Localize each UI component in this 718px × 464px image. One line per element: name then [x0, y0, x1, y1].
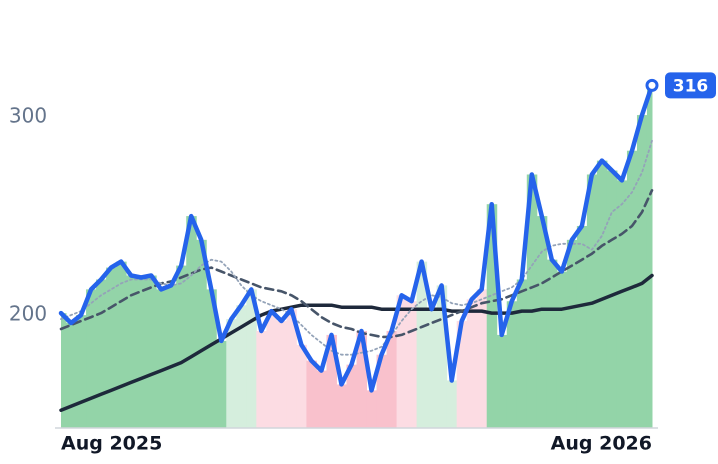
- area-segment: [606, 170, 618, 428]
- area-segment: [86, 289, 97, 428]
- area-segment: [216, 340, 227, 428]
- y-tick-label: 200: [9, 302, 47, 326]
- area-segment: [96, 279, 107, 428]
- area-segment: [266, 311, 277, 428]
- area-segment: [256, 330, 267, 428]
- area-segment: [66, 323, 77, 428]
- area-segment: [116, 261, 127, 428]
- area-segment: [646, 85, 653, 428]
- area-segment: [576, 225, 588, 428]
- area-segment: [456, 321, 468, 428]
- last-point: [645, 78, 659, 92]
- area-segment: [556, 271, 568, 428]
- area-segment: [416, 261, 428, 428]
- area-segment: [506, 301, 518, 428]
- area-segment: [596, 160, 608, 429]
- area-segment: [146, 275, 157, 428]
- area-segment: [376, 354, 388, 428]
- x-tick-label: Aug 2025: [61, 433, 162, 455]
- area-segment: [236, 305, 247, 428]
- area-segment: [166, 285, 177, 428]
- area-segment: [516, 279, 528, 428]
- area-segment: [536, 216, 548, 428]
- area-segment: [406, 301, 418, 428]
- area-segment: [76, 315, 87, 428]
- area-segment: [546, 259, 558, 428]
- area-segment: [476, 289, 488, 428]
- area-segment: [296, 344, 307, 428]
- area-segment: [356, 330, 368, 428]
- area-segment: [396, 295, 408, 428]
- x-tick-label: Aug 2026: [551, 433, 652, 455]
- area-segment: [436, 285, 448, 428]
- value-label: 316: [673, 76, 709, 96]
- area-segment: [326, 334, 337, 428]
- area-segment: [106, 267, 117, 428]
- area-segment: [526, 174, 538, 428]
- area-segment: [636, 115, 648, 428]
- area-segment: [206, 289, 217, 428]
- area-segment: [196, 239, 207, 428]
- area-segment: [466, 299, 478, 428]
- area-segment: [386, 330, 398, 428]
- area-segment: [616, 180, 628, 428]
- area-segment: [156, 289, 167, 428]
- area-segment: [186, 216, 197, 428]
- area-segment: [446, 380, 458, 428]
- area-segment: [486, 204, 498, 428]
- value-badge: [665, 72, 716, 99]
- area-segment: [346, 364, 357, 428]
- price-line: [58, 83, 655, 393]
- area-segment: [136, 277, 147, 428]
- area-segment: [316, 370, 327, 428]
- moving-average-line: [59, 273, 654, 412]
- area-segment: [366, 390, 378, 428]
- area-segment: [566, 239, 578, 428]
- area-segment: [226, 319, 237, 428]
- area-segment: [61, 313, 67, 428]
- area-segment: [426, 309, 438, 428]
- area-segment: [626, 150, 638, 428]
- area-segment: [176, 265, 187, 428]
- area-segment: [276, 321, 287, 428]
- area-segment: [246, 289, 257, 428]
- area-segment: [336, 384, 347, 428]
- area-segment: [306, 360, 317, 428]
- area-segment: [286, 309, 297, 428]
- area-segment: [126, 275, 137, 428]
- area-segment: [496, 334, 508, 428]
- y-tick-label: 300: [9, 104, 47, 128]
